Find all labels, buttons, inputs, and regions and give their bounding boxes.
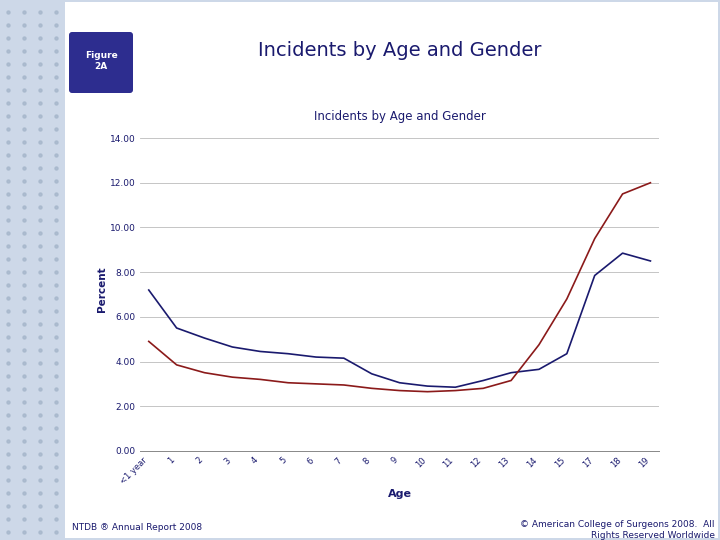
FancyBboxPatch shape — [69, 32, 133, 93]
Text: Figure
2A: Figure 2A — [85, 51, 117, 71]
Text: NTDB ® Annual Report 2008: NTDB ® Annual Report 2008 — [72, 523, 202, 532]
Text: © American College of Surgeons 2008.  All
Rights Reserved Worldwide: © American College of Surgeons 2008. All… — [521, 519, 715, 540]
Y-axis label: Percent: Percent — [97, 266, 107, 312]
Title: Incidents by Age and Gender: Incidents by Age and Gender — [314, 110, 485, 123]
Text: Incidents by Age and Gender: Incidents by Age and Gender — [258, 40, 541, 59]
X-axis label: Age: Age — [387, 489, 412, 499]
